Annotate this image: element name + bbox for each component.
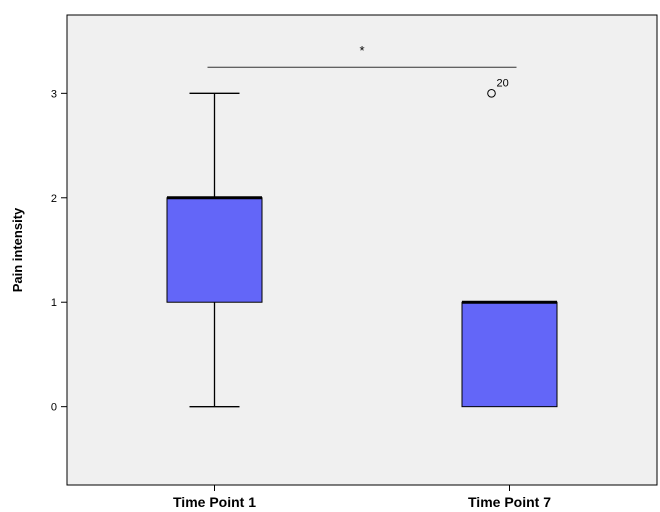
y-axis-title: Pain intensity — [10, 207, 25, 292]
y-tick-label: 1 — [51, 297, 57, 309]
y-tick-label: 3 — [51, 88, 57, 100]
box-1 — [166, 197, 263, 303]
box-2 — [461, 301, 558, 408]
plot-area — [66, 14, 658, 486]
y-tick-label: 2 — [51, 193, 57, 205]
x-tick-label: Time Point 7 — [468, 494, 551, 510]
significance-label: * — [359, 43, 364, 58]
outlier-point — [487, 89, 496, 98]
y-tick-label: 0 — [51, 402, 57, 414]
x-tick-label: Time Point 1 — [173, 494, 256, 510]
outlier-label: 20 — [497, 77, 509, 89]
